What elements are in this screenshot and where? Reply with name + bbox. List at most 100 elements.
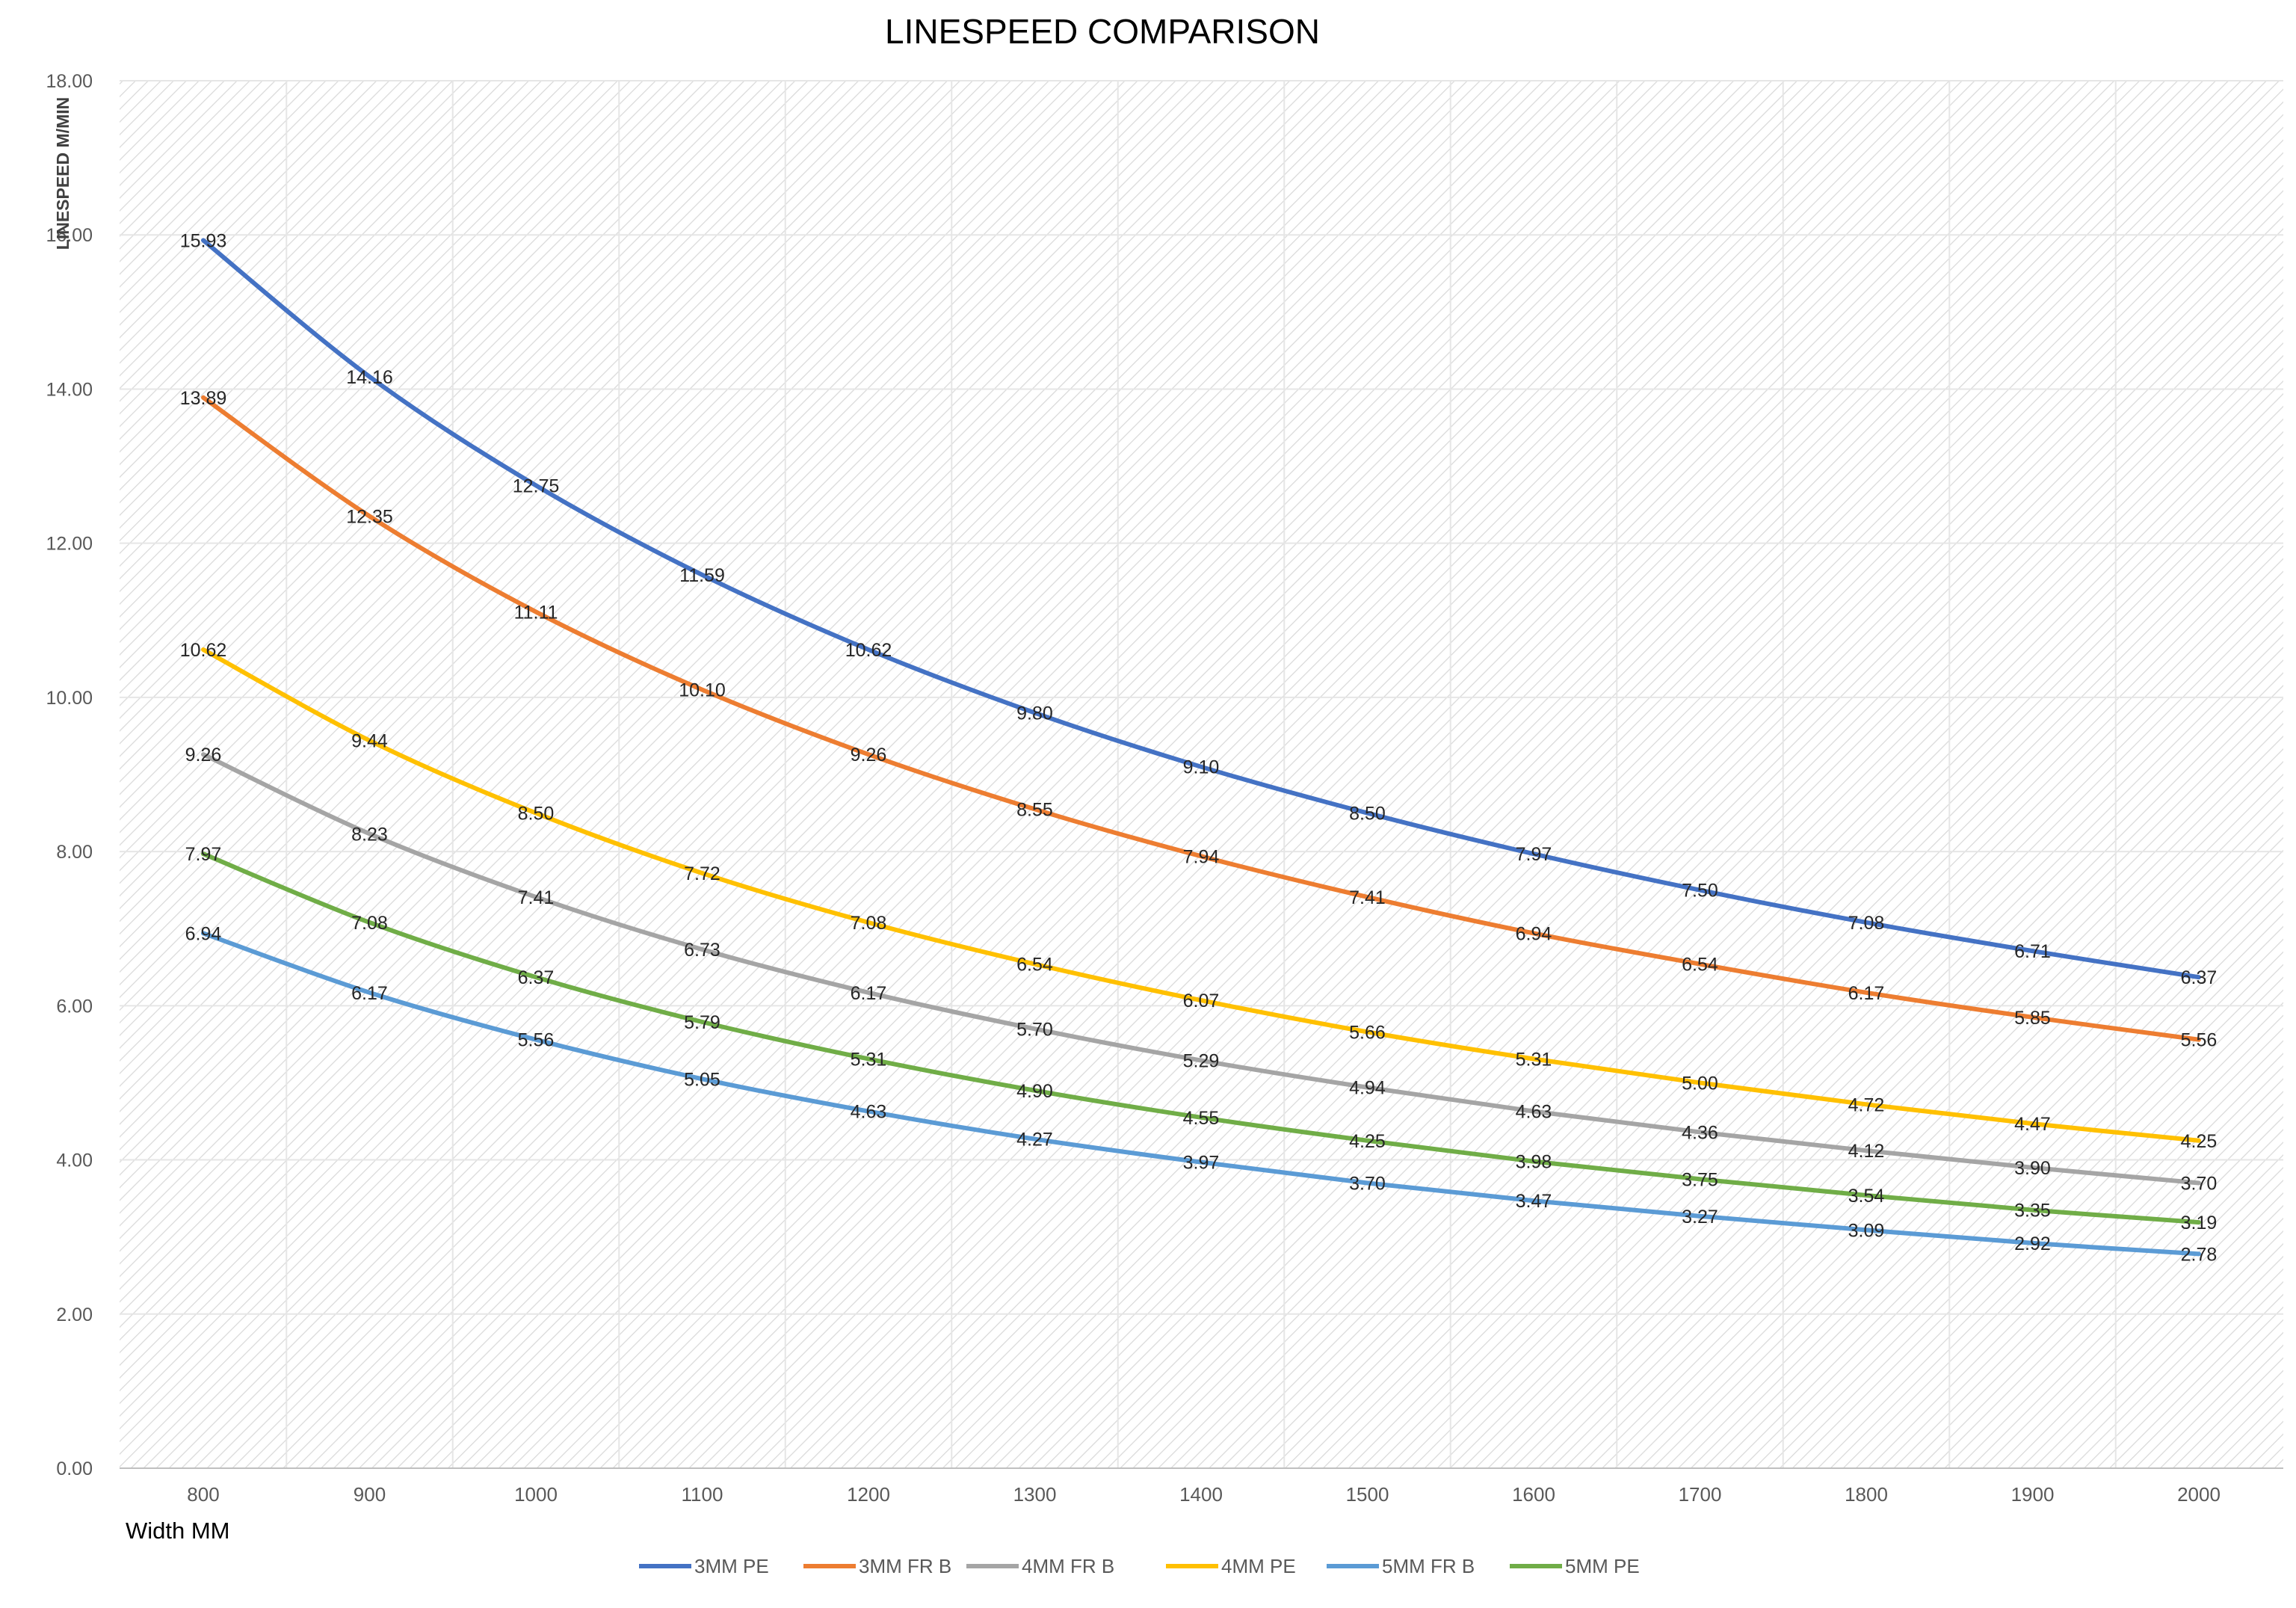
data-label: 3.19 [2181,1213,2218,1233]
data-label: 3.47 [1516,1191,1552,1212]
data-label: 4.25 [1349,1131,1386,1152]
data-label: 3.90 [2014,1158,2051,1179]
data-label: 9.44 [351,731,388,752]
y-tick-label: 6.00 [56,996,93,1017]
data-label: 4.47 [2014,1114,2051,1135]
data-label: 5.70 [1016,1019,1053,1040]
data-label: 11.59 [679,565,725,586]
data-label: 9.26 [185,745,222,766]
y-axis-label: LINESPEED M/MIN [53,97,72,250]
series-line [201,931,2201,1257]
data-label: 6.54 [1682,955,1718,976]
x-tick-label: 1200 [847,1483,890,1506]
data-label: 6.94 [1516,923,1552,944]
data-label: 3.09 [1848,1220,1885,1241]
data-label: 2.92 [2014,1233,2051,1254]
x-tick-label: 800 [187,1483,219,1506]
data-label: 5.56 [2181,1030,2218,1051]
data-label: 3.70 [2181,1173,2218,1194]
series-line [201,238,2201,980]
x-axis-label: Width MM [126,1518,230,1544]
x-tick-label: 900 [354,1483,386,1506]
data-label: 4.55 [1183,1108,1220,1129]
series-line [201,851,2201,1225]
data-label: 10.62 [845,640,892,661]
data-label: 7.08 [351,913,388,934]
data-label: 6.94 [185,923,222,944]
data-label: 7.41 [1349,887,1386,908]
x-tick-label: 1600 [1512,1483,1555,1506]
data-label: 7.50 [1682,881,1718,902]
data-label: 6.07 [1183,991,1220,1011]
data-label: 4.63 [851,1102,887,1123]
data-label: 8.23 [351,824,388,845]
data-label: 7.72 [684,863,720,884]
data-label: 8.55 [1016,799,1053,820]
data-label: 7.97 [1516,844,1552,865]
data-label: 9.26 [851,745,887,766]
data-label: 6.54 [1016,955,1053,976]
data-label: 7.41 [518,887,555,908]
legend-label: 5MM PE [1565,1555,1640,1577]
data-label: 6.71 [2014,941,2051,962]
x-tick-label: 1800 [1845,1483,1888,1506]
data-label: 4.27 [1016,1130,1053,1150]
data-label: 7.08 [851,913,887,934]
x-tick-label: 1300 [1013,1483,1057,1506]
data-label: 5.31 [1516,1049,1552,1070]
data-label: 11.11 [514,602,558,623]
data-label: 4.72 [1848,1094,1885,1115]
data-label: 12.35 [346,507,393,528]
data-label: 8.50 [1349,804,1386,825]
data-labels: 15.93 14.16 12.75 11.59 10.62 9.80 9.10 8.50 7.9… [180,230,2218,1265]
data-label: 6.17 [351,983,388,1004]
data-label: 10.62 [180,640,227,661]
y-tick-label: 18.00 [46,71,93,92]
data-label: 13.89 [180,388,227,409]
y-tick-label: 2.00 [56,1304,93,1325]
data-label: 4.36 [1682,1122,1718,1143]
series-line [201,752,2201,1186]
y-tick-label: 4.00 [56,1150,93,1171]
data-label: 6.37 [2181,967,2218,988]
data-label: 4.63 [1516,1102,1552,1123]
data-label: 15.93 [180,230,227,251]
x-tick-label: 1900 [2011,1483,2055,1506]
data-label: 3.70 [1349,1173,1386,1194]
data-label: 5.29 [1183,1051,1220,1072]
data-label: 5.05 [684,1069,720,1090]
legend-label: 3MM PE [694,1555,769,1577]
data-label: 12.75 [513,475,560,496]
data-label: 2.78 [2181,1244,2218,1265]
data-label: 5.31 [851,1049,887,1070]
y-axis-tick-labels: 0.00 2.00 4.00 6.00 8.00 10.00 12.00 14.00 16.00… [46,71,93,1479]
data-label: 4.12 [1848,1141,1885,1162]
data-label: 5.66 [1349,1022,1386,1043]
plot-area-background [120,81,2283,1468]
data-label: 5.56 [518,1030,555,1051]
data-label: 7.97 [185,844,222,865]
legend-label: 4MM FR B [1022,1555,1114,1577]
y-tick-label: 0.00 [56,1458,93,1479]
data-label: 3.54 [1848,1186,1885,1207]
y-tick-label: 10.00 [46,688,93,709]
data-label: 4.94 [1349,1078,1386,1099]
chart-title: LINESPEED COMPARISON [885,12,1320,51]
legend-label: 3MM FR B [859,1555,951,1577]
data-label: 10.10 [679,680,726,701]
data-label: 5.79 [684,1012,720,1033]
y-tick-label: 16.00 [46,225,93,246]
data-label: 6.17 [851,983,887,1004]
data-label: 9.80 [1016,703,1053,724]
legend-label: 5MM FR B [1382,1555,1475,1577]
data-label: 5.00 [1682,1073,1718,1094]
x-tick-label: 1100 [682,1483,723,1506]
data-label: 9.10 [1183,757,1220,778]
data-label: 7.94 [1183,846,1220,867]
x-tick-label: 1500 [1346,1483,1389,1506]
y-tick-label: 14.00 [46,379,93,400]
series-line [201,395,2201,1042]
y-tick-label: 12.00 [46,534,93,555]
data-label: 3.27 [1682,1207,1718,1227]
